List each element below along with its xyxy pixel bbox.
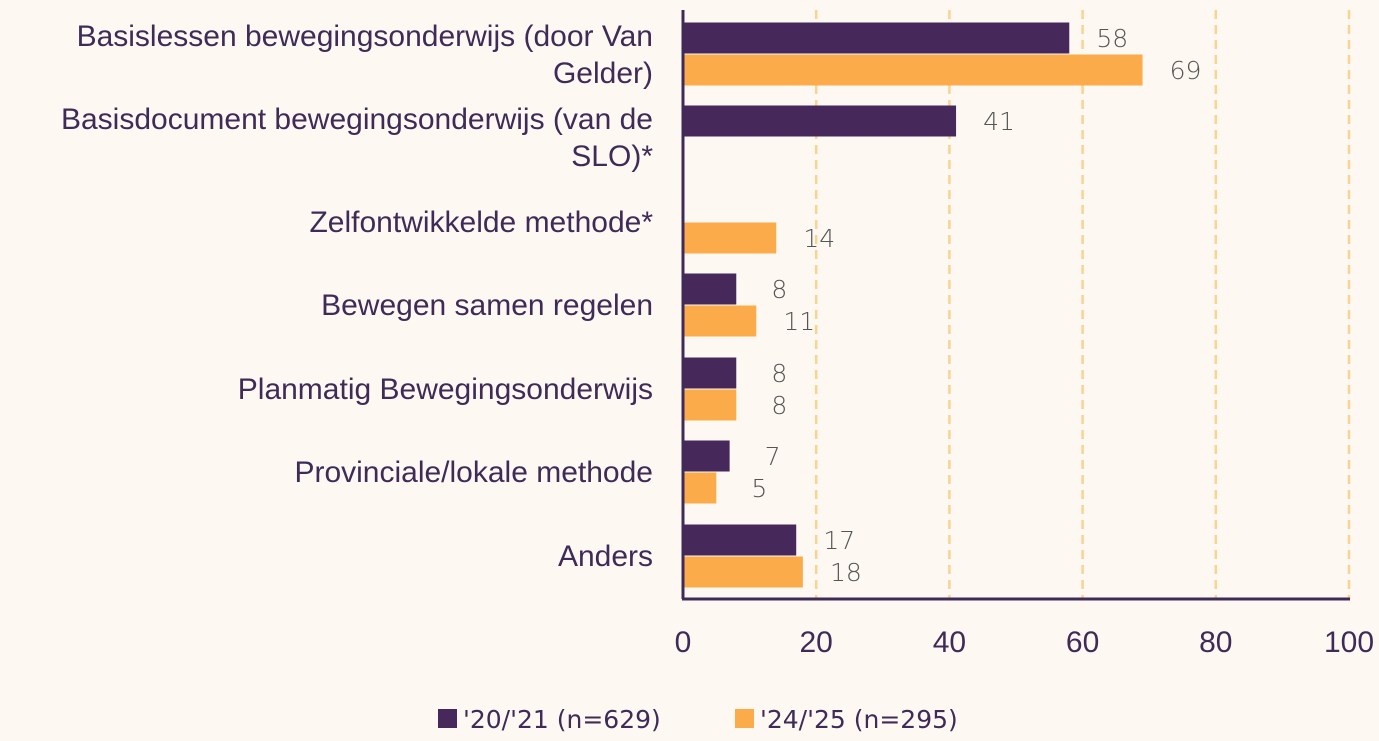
x-tick-label: 20 <box>800 626 833 659</box>
data-label: 17 <box>823 526 855 555</box>
bar-series-2-cat-1 <box>683 54 1143 86</box>
legend-swatch <box>735 709 754 728</box>
axes <box>681 10 1350 601</box>
category-label: Anders <box>558 540 653 573</box>
bar-series-2-cat-6 <box>683 472 717 504</box>
legend: '20/'21 (n=629) '24/'25 (n=295) <box>438 705 958 734</box>
data-label: 58 <box>1096 24 1128 53</box>
legend-label: '20/'21 (n=629) <box>463 705 661 734</box>
data-label: 69 <box>1170 56 1202 85</box>
legend-item-2: '24/'25 (n=295) <box>735 705 958 734</box>
legend-label: '24/'25 (n=295) <box>760 705 958 734</box>
category-label: Bewegen samen regelen <box>321 289 653 322</box>
x-tick-label: 40 <box>933 626 966 659</box>
x-tick-label: 100 <box>1324 626 1374 659</box>
bar-series-1-cat-2 <box>683 105 957 137</box>
data-label: 8 <box>771 275 787 304</box>
legend-swatch <box>438 709 457 728</box>
bar-series-2-cat-5 <box>683 389 737 421</box>
data-label: 8 <box>771 391 787 420</box>
bar-series-2-cat-7 <box>683 556 803 588</box>
data-label: 7 <box>765 442 781 471</box>
x-tick-label: 0 <box>675 626 692 659</box>
bar-series-1-cat-5 <box>683 357 737 389</box>
x-tick-label: 80 <box>1199 626 1232 659</box>
data-label: 5 <box>751 474 767 503</box>
bar-series-1-cat-6 <box>683 440 730 472</box>
data-label: 18 <box>830 558 862 587</box>
data-label: 41 <box>983 107 1015 136</box>
x-tick-label: 60 <box>1066 626 1099 659</box>
labels: 0 20 40 60 80 100 58 41 8 8 7 17 69 14 11 8 5 18 Basisless… <box>61 20 1374 659</box>
bars <box>683 22 1143 588</box>
bar-series-1-cat-1 <box>683 22 1070 54</box>
bar-series-2-cat-4 <box>683 305 757 337</box>
bar-series-1-cat-4 <box>683 273 737 305</box>
data-label: 14 <box>803 224 835 253</box>
legend-item-1: '20/'21 (n=629) <box>438 705 661 734</box>
category-label: Basisdocument bewegingsonderwijs (van de… <box>61 103 653 173</box>
bar-series-2-cat-3 <box>683 222 777 254</box>
category-label: Basislessen bewegingsonderwijs (door Van… <box>77 20 653 90</box>
category-label: Zelfontwikkelde methode* <box>309 206 653 239</box>
grid-lines <box>814 10 1351 599</box>
data-label: 8 <box>771 359 787 388</box>
bar-series-1-cat-7 <box>683 524 797 556</box>
category-label: Planmatig Bewegingsonderwijs <box>238 373 653 406</box>
category-label: Provinciale/lokale methode <box>294 456 653 489</box>
data-label: 11 <box>783 307 815 336</box>
